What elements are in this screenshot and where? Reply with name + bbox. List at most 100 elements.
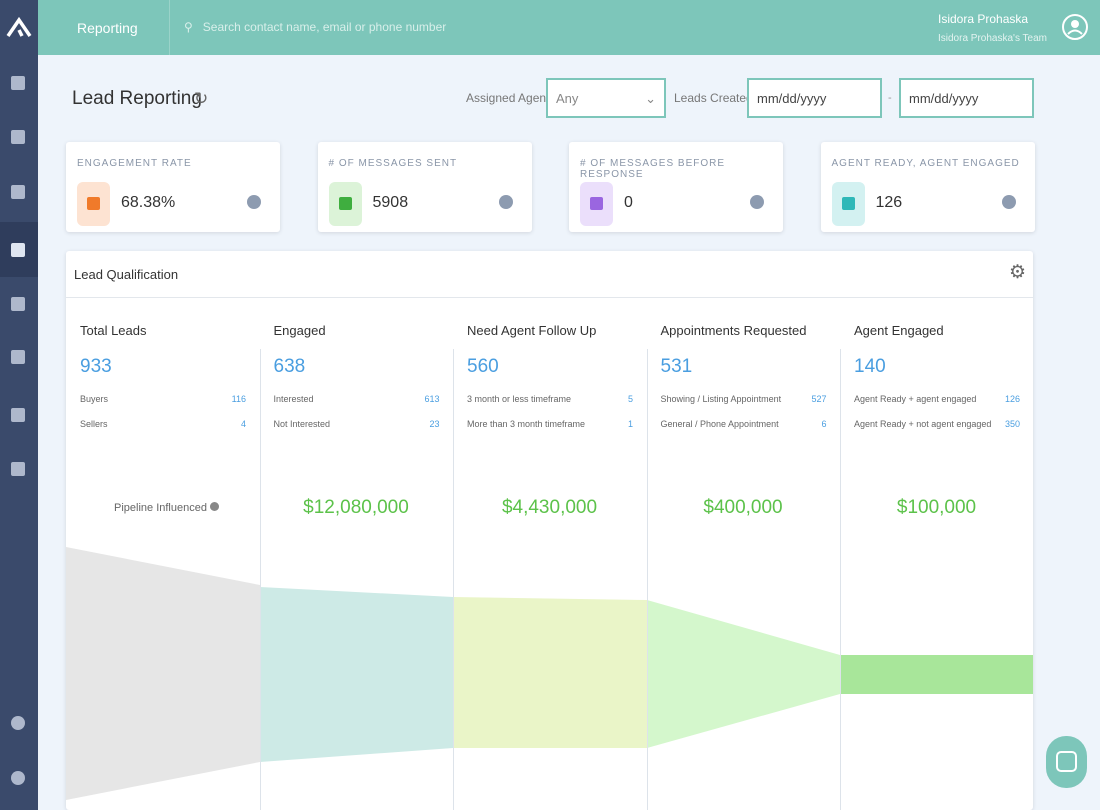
date-separator: - bbox=[888, 92, 892, 104]
column-separator bbox=[646, 469, 648, 810]
nav-tasks[interactable] bbox=[11, 350, 25, 364]
stat-icon bbox=[831, 182, 865, 226]
agent-label: Assigned Agent bbox=[466, 91, 550, 105]
pipeline-value: $12,080,000 bbox=[303, 497, 409, 518]
stat-label: # OF MESSAGES BEFORE RESPONSE bbox=[580, 158, 726, 180]
nav-apps[interactable] bbox=[11, 76, 25, 90]
date-to[interactable]: mm/dd/yyyy bbox=[899, 78, 1034, 118]
column-total: 933 bbox=[80, 356, 112, 377]
row-value: 527 bbox=[811, 394, 827, 404]
user-name[interactable]: Isidora Prohaska bbox=[938, 12, 1029, 26]
stat-icon bbox=[77, 182, 110, 226]
stat-icon bbox=[328, 182, 362, 226]
pipeline-value: $400,000 bbox=[703, 497, 783, 518]
pipeline-value: $100,000 bbox=[896, 497, 977, 518]
column-separator bbox=[453, 469, 454, 810]
nav-documents[interactable] bbox=[11, 408, 25, 422]
column-total: 531 bbox=[660, 356, 693, 377]
row-value: 116 bbox=[231, 394, 246, 404]
date-from[interactable]: mm/dd/yyyy bbox=[747, 78, 882, 118]
stat-value: 0 bbox=[624, 194, 633, 211]
row-label: General / Phone Appointment bbox=[660, 419, 779, 429]
column-separator bbox=[453, 349, 454, 469]
stat-card: # OF MESSAGES BEFORE RESPONSE 0 bbox=[569, 142, 783, 232]
row-label: Showing / Listing Appointment bbox=[660, 394, 782, 404]
stat-card: AGENT READY, AGENT ENGAGED 126 bbox=[820, 142, 1035, 232]
column-title: Agent Engaged bbox=[854, 323, 944, 338]
row-value: 350 bbox=[1004, 419, 1020, 429]
stat-icon bbox=[580, 182, 613, 226]
nav-reporting[interactable] bbox=[11, 243, 25, 257]
column-total: 638 bbox=[273, 356, 306, 377]
panel-settings[interactable]: ⚙ bbox=[1009, 262, 1027, 283]
row-label: 3 month or less timeframe bbox=[467, 394, 572, 404]
page-title: Lead Reporting bbox=[72, 88, 202, 109]
row-value: 5 bbox=[627, 394, 633, 404]
stat-icon-glyph bbox=[338, 197, 352, 210]
stat-card: # OF MESSAGES SENT 5908 bbox=[317, 142, 532, 232]
search-placeholder: Search contact name, email or phone numb… bbox=[202, 20, 447, 34]
row-label: More than 3 month timeframe bbox=[467, 419, 586, 429]
row-label: Agent Ready + not agent engaged bbox=[854, 419, 992, 429]
row-label: Buyers bbox=[80, 394, 109, 404]
stat-label: AGENT READY, AGENT ENGAGED bbox=[831, 158, 1020, 169]
column-total: 560 bbox=[467, 356, 499, 377]
stat-icon-glyph bbox=[590, 197, 603, 210]
stat-value: 68.38% bbox=[121, 194, 176, 211]
leads-created-label: Leads Created bbox=[674, 91, 753, 105]
row-value: 613 bbox=[424, 394, 440, 404]
row-value: 126 bbox=[1004, 394, 1020, 404]
lead-qualification-panel: Lead Qualification ⚙ Pipeline Influenced… bbox=[66, 251, 1033, 810]
column-separator bbox=[646, 349, 648, 469]
nav-contacts[interactable] bbox=[11, 185, 25, 199]
row-value: 4 bbox=[240, 419, 246, 429]
chat-button[interactable] bbox=[1046, 736, 1087, 788]
sidebar bbox=[0, 0, 38, 810]
column-title: Engaged bbox=[273, 323, 326, 338]
stat-card: ENGAGEMENT RATE 68.38% bbox=[66, 142, 280, 232]
nav-messages[interactable] bbox=[11, 130, 25, 144]
column-separator bbox=[840, 469, 841, 810]
stat-value: 126 bbox=[875, 194, 903, 211]
stat-label: # OF MESSAGES SENT bbox=[328, 158, 458, 169]
refresh-button[interactable]: ↻ bbox=[194, 89, 209, 108]
funnel bbox=[66, 547, 1033, 800]
column-total: 140 bbox=[854, 356, 886, 377]
pipeline-label: Pipeline Influenced bbox=[114, 502, 220, 514]
column-separator bbox=[840, 349, 841, 469]
info-icon[interactable] bbox=[247, 195, 261, 209]
team-name: Isidora Prohaska's Team bbox=[938, 33, 1047, 44]
nav-settings[interactable] bbox=[11, 771, 25, 785]
row-value: 23 bbox=[429, 419, 440, 429]
info-icon[interactable] bbox=[1001, 195, 1016, 209]
row-label: Sellers bbox=[80, 419, 108, 429]
logo[interactable] bbox=[6, 16, 32, 38]
row-label: Not Interested bbox=[273, 419, 331, 429]
agent-value: Any bbox=[556, 91, 579, 106]
stat-label: ENGAGEMENT RATE bbox=[77, 158, 192, 169]
avatar[interactable] bbox=[1060, 12, 1090, 42]
column-separator bbox=[259, 469, 261, 810]
column-separator bbox=[259, 349, 261, 469]
search-box[interactable]: ⚲ Search contact name, email or phone nu… bbox=[184, 20, 447, 34]
panel-title: Lead Qualification bbox=[74, 267, 179, 282]
nav-share[interactable] bbox=[11, 297, 25, 311]
row-value: 1 bbox=[627, 419, 633, 429]
stat-icon-glyph bbox=[841, 197, 855, 210]
row-value: 6 bbox=[821, 419, 827, 429]
pipeline-label-text: Pipeline Influenced bbox=[114, 502, 207, 514]
panel-divider bbox=[66, 297, 1033, 298]
section-title: Reporting bbox=[38, 0, 170, 55]
info-icon[interactable] bbox=[498, 195, 513, 209]
info-icon[interactable] bbox=[750, 195, 764, 209]
nav-buildings[interactable] bbox=[11, 462, 25, 476]
row-label: Interested bbox=[273, 394, 314, 404]
agent-select[interactable]: Any ⌄ bbox=[546, 78, 666, 118]
top-bar: Reporting ⚲ Search contact name, email o… bbox=[38, 0, 1100, 55]
stat-value: 5908 bbox=[372, 194, 409, 211]
column-title: Total Leads bbox=[80, 323, 147, 338]
stat-icon-glyph bbox=[87, 197, 100, 210]
nav-help[interactable] bbox=[11, 716, 25, 730]
column-title: Appointments Requested bbox=[660, 323, 807, 338]
